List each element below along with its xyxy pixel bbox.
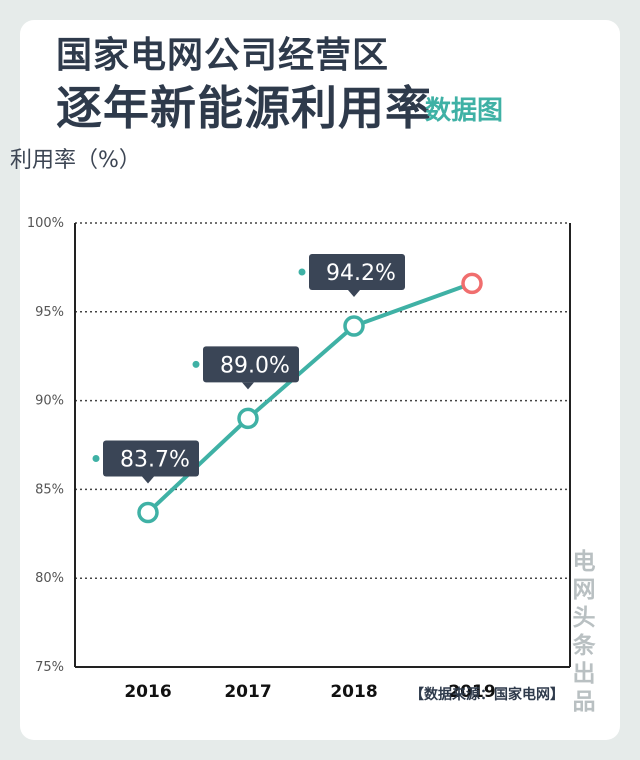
data-label-box <box>103 440 199 477</box>
watermark-char: 头 <box>572 604 596 631</box>
chart-title-tag: 数据图 <box>425 96 504 126</box>
data-label-pointer <box>142 476 154 484</box>
x-tick-label: 2017 <box>224 682 271 702</box>
watermark-char: 网 <box>572 576 596 603</box>
x-tick-label: 2019 <box>448 682 495 702</box>
watermark-char: 电 <box>572 548 596 575</box>
watermark-char: 出 <box>572 660 596 687</box>
watermark: 电网头条出品 <box>570 548 598 716</box>
data-label-dot <box>92 454 100 462</box>
data-label-box <box>203 346 299 383</box>
data-label-pointer <box>348 290 360 298</box>
y-tick-label: 85% <box>35 482 64 497</box>
data-label-dot <box>298 268 306 276</box>
y-tick-label: 75% <box>35 660 64 675</box>
x-tick-label: 2016 <box>124 682 171 702</box>
data-label: 94.2% <box>326 261 396 286</box>
y-tick-label: 100% <box>27 216 64 231</box>
y-tick-label: 95% <box>35 305 64 320</box>
chart-title-line2: 逐年新能源利用率 <box>56 81 432 135</box>
watermark-char: 条 <box>572 632 596 659</box>
y-tick-label: 90% <box>35 394 64 409</box>
chart-card <box>20 20 620 740</box>
y-tick-label: 80% <box>35 571 64 586</box>
data-label: 89.0% <box>220 353 290 378</box>
watermark-char: 品 <box>572 688 596 715</box>
data-point <box>137 501 159 524</box>
data-label-pointer <box>242 382 254 390</box>
data-label: 83.7% <box>120 447 190 472</box>
data-source: 【数据来源：国家电网】 <box>410 687 564 703</box>
data-label-dot <box>192 360 200 368</box>
data-label-box <box>309 254 405 291</box>
y-axis-label: 利用率（%） <box>10 148 141 173</box>
chart-title-line1: 国家电网公司经营区 <box>56 35 390 76</box>
data-point <box>237 407 259 430</box>
x-tick-label: 2018 <box>330 682 377 702</box>
series-line <box>146 281 473 514</box>
data-point-highlight <box>461 272 483 295</box>
data-point <box>343 315 365 337</box>
